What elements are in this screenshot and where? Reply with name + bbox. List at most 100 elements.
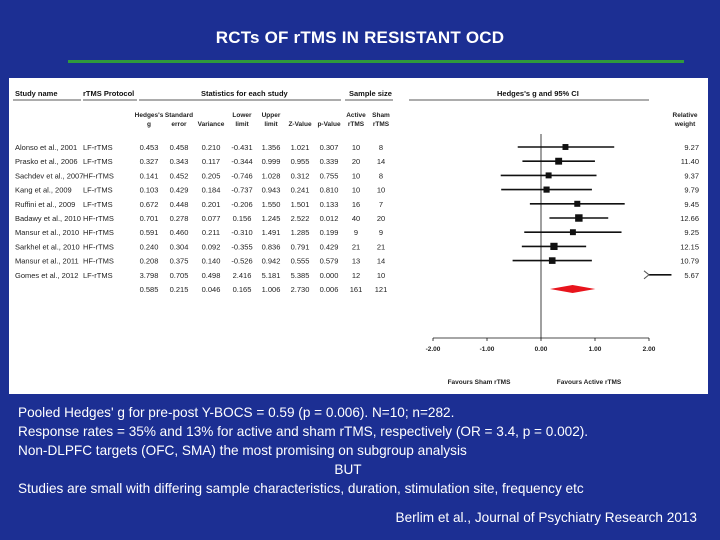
cell-sham: 14 bbox=[377, 157, 385, 166]
cell-sham: 10 bbox=[377, 271, 385, 280]
cell-active: 16 bbox=[352, 200, 360, 209]
cell-protocol: LF-rTMS bbox=[83, 157, 113, 166]
cell-lower: -0.310 bbox=[231, 228, 252, 237]
table-row: Badawy et al., 2010 HF-rTMS 0.701 0.278 0.07… bbox=[15, 214, 699, 223]
cell-z: 1.285 bbox=[291, 228, 310, 237]
table-row: Sarkhel et al., 2010 HF-rTMS 0.240 0.304 0.0… bbox=[15, 242, 699, 251]
cell-p: 0.307 bbox=[320, 143, 339, 152]
cell-protocol: LF-rTMS bbox=[83, 186, 113, 195]
cell-lower: -0.737 bbox=[231, 186, 252, 195]
cell-lower: -0.746 bbox=[231, 171, 252, 180]
cell-protocol: HF-rTMS bbox=[83, 228, 114, 237]
x-tick-label: 0.00 bbox=[535, 346, 548, 353]
cell-p: 0.199 bbox=[320, 228, 339, 237]
cell-se: 0.429 bbox=[170, 186, 189, 195]
cell-se: 0.343 bbox=[170, 157, 189, 166]
x-tick-label: -1.00 bbox=[480, 346, 495, 353]
table-row: Ruffini et al., 2009 LF-rTMS 0.672 0.448 0.2… bbox=[15, 200, 699, 209]
axis-label-favours-active: Favours Active rTMS bbox=[557, 379, 622, 386]
header-hedges-g-1: Hedges's bbox=[135, 112, 164, 119]
study-rows: Alonso et al., 2001 LF-rTMS 0.453 0.458 0.21… bbox=[15, 143, 699, 294]
table-row: Mansur et al., 2011 HF-rTMS 0.208 0.375 0.14… bbox=[15, 257, 699, 266]
cell-upper: 1.006 bbox=[262, 285, 281, 294]
cell-g: 0.701 bbox=[140, 214, 159, 223]
note-but: BUT bbox=[334, 462, 362, 477]
cell-weight: 11.40 bbox=[681, 157, 699, 166]
cell-se: 0.458 bbox=[170, 143, 189, 152]
cell-variance: 0.092 bbox=[202, 242, 221, 251]
header-weight-2: weight bbox=[674, 121, 696, 128]
cell-se: 0.304 bbox=[170, 242, 189, 251]
slide-title: RCTs OF rTMS IN RESISTANT OCD bbox=[215, 28, 505, 47]
citation: Berlim et al., Journal of Psychiatry Res… bbox=[395, 510, 697, 525]
cell-weight: 12.15 bbox=[680, 242, 699, 251]
note-targets: Non-DLPFC targets (OFC, SMA) the most pr… bbox=[18, 443, 467, 458]
cell-variance: 0.046 bbox=[202, 285, 221, 294]
effect-marker bbox=[562, 144, 569, 150]
cell-g: 0.672 bbox=[140, 200, 159, 209]
header-se-1: Standard bbox=[165, 112, 193, 119]
header-statistics-group: Statistics for each study bbox=[201, 89, 289, 98]
cell-lower: -0.206 bbox=[231, 200, 252, 209]
header-sham-2: rTMS bbox=[373, 121, 390, 128]
cell-se: 0.460 bbox=[170, 228, 189, 237]
header-lower-2: limit bbox=[235, 121, 249, 128]
cell-variance: 0.211 bbox=[202, 228, 220, 237]
note-pooled-effect: Pooled Hedges' g for pre-post Y-BOCS = 0… bbox=[18, 405, 455, 420]
cell-z: 5.385 bbox=[291, 271, 310, 280]
header-pvalue: p-Value bbox=[317, 121, 341, 128]
header-variance: Variance bbox=[198, 121, 225, 128]
effect-marker bbox=[543, 186, 550, 193]
cell-p: 0.810 bbox=[320, 186, 339, 195]
effect-marker bbox=[550, 242, 558, 251]
cell-p: 0.006 bbox=[320, 285, 339, 294]
cell-g: 0.208 bbox=[140, 257, 159, 266]
cell-study: Mansur et al., 2010 bbox=[15, 228, 79, 237]
offscale-arrow bbox=[643, 270, 650, 280]
cell-g: 0.103 bbox=[140, 186, 159, 195]
header-study: Study name bbox=[15, 89, 58, 98]
summary-notes: Pooled Hedges' g for pre-post Y-BOCS = 0… bbox=[18, 403, 708, 498]
header-lower-1: Lower bbox=[232, 112, 252, 119]
header-ci-group: Hedges's g and 95% CI bbox=[497, 89, 579, 98]
cell-g: 0.240 bbox=[140, 242, 159, 251]
header-active-1: Active bbox=[346, 112, 366, 119]
cell-weight: 10.79 bbox=[680, 257, 699, 266]
cell-sham: 9 bbox=[379, 228, 383, 237]
cell-protocol: LF-rTMS bbox=[83, 143, 113, 152]
cell-se: 0.448 bbox=[170, 200, 189, 209]
cell-weight: 12.66 bbox=[680, 214, 699, 223]
cell-lower: 2.416 bbox=[233, 271, 252, 280]
effect-marker bbox=[569, 229, 576, 236]
cell-se: 0.215 bbox=[170, 285, 189, 294]
cell-upper: 0.943 bbox=[262, 186, 281, 195]
cell-z: 0.555 bbox=[291, 257, 310, 266]
cell-p: 0.339 bbox=[320, 157, 339, 166]
x-tick-label: 2.00 bbox=[643, 346, 656, 353]
cell-p: 0.579 bbox=[320, 257, 339, 266]
note-response-rates: Response rates = 35% and 13% for active … bbox=[18, 424, 589, 439]
table-row: Prasko et al., 2006 LF-rTMS 0.327 0.343 0.11… bbox=[15, 157, 699, 166]
pooled-row: 0.585 0.215 0.046 0.165 1.006 2.730 0.006 161 12… bbox=[140, 285, 388, 294]
cell-weight: 9.27 bbox=[684, 143, 699, 152]
cell-z: 2.522 bbox=[291, 214, 310, 223]
cell-upper: 1.245 bbox=[262, 214, 281, 223]
cell-sham: 121 bbox=[375, 285, 388, 294]
cell-active: 20 bbox=[352, 157, 360, 166]
cell-weight: 9.25 bbox=[684, 228, 699, 237]
table-row: Sachdev et al., 2007 HF-rTMS 0.141 0.452 0.2… bbox=[15, 171, 699, 180]
cell-sham: 8 bbox=[379, 143, 383, 152]
cell-g: 0.141 bbox=[140, 171, 159, 180]
cell-variance: 0.201 bbox=[202, 200, 221, 209]
cell-lower: -0.526 bbox=[231, 257, 252, 266]
cell-lower: 0.156 bbox=[233, 214, 252, 223]
cell-p: 0.755 bbox=[320, 171, 339, 180]
cell-active: 12 bbox=[352, 271, 360, 280]
cell-active: 13 bbox=[352, 257, 360, 266]
cell-study: Ruffini et al., 2009 bbox=[15, 200, 75, 209]
cell-se: 0.375 bbox=[170, 257, 189, 266]
cell-se: 0.705 bbox=[170, 271, 189, 280]
cell-protocol: LF-rTMS bbox=[83, 200, 113, 209]
cell-sham: 21 bbox=[377, 242, 385, 251]
cell-variance: 0.077 bbox=[202, 214, 221, 223]
